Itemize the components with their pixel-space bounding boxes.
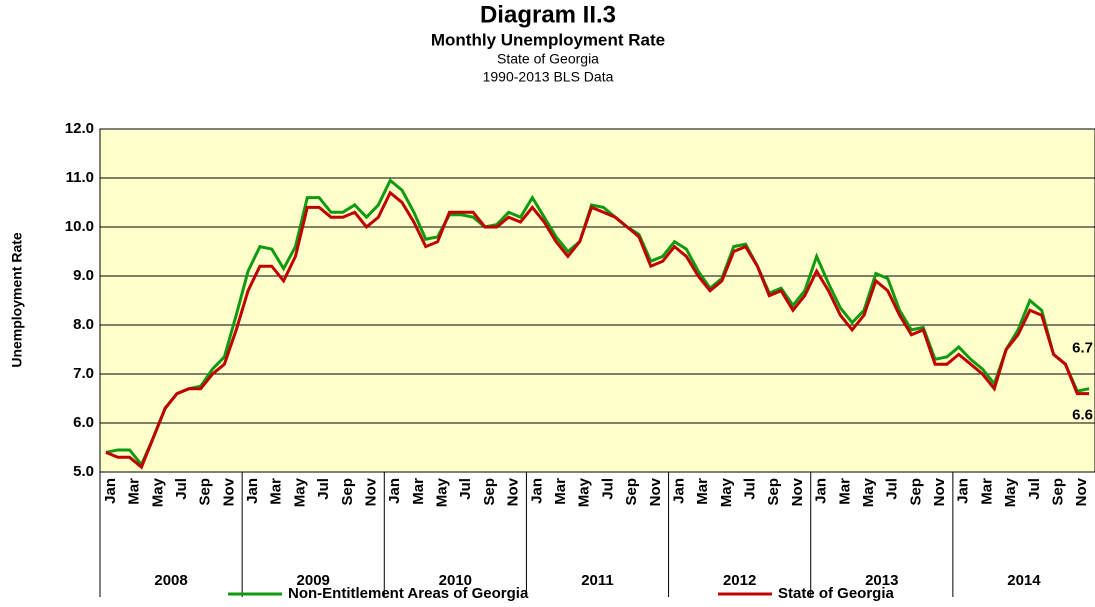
- x-tick-label: Mar: [268, 478, 285, 505]
- x-tick-label: May: [576, 477, 593, 507]
- x-tick-label: Jul: [884, 478, 901, 500]
- x-tick-label: May: [718, 477, 735, 507]
- x-tick-label: Jul: [173, 478, 190, 500]
- x-tick-label: Jan: [528, 478, 545, 504]
- x-tick-label: Sep: [765, 478, 782, 506]
- data-label: 6.7: [1072, 340, 1093, 357]
- x-tick-label: Nov: [220, 477, 237, 506]
- x-tick-label: Nov: [505, 477, 522, 506]
- x-tick-label: May: [291, 477, 308, 507]
- x-group-label: 2011: [581, 572, 614, 589]
- x-tick-label: Nov: [362, 477, 379, 506]
- y-tick-label: 10.0: [65, 218, 94, 235]
- x-tick-label: Mar: [410, 478, 427, 505]
- x-tick-label: Sep: [1050, 478, 1067, 506]
- x-tick-label: Jan: [102, 478, 119, 504]
- x-tick-label: Jan: [813, 478, 830, 504]
- x-tick-label: Mar: [126, 478, 143, 505]
- y-tick-label: 9.0: [73, 267, 94, 284]
- x-tick-label: Sep: [907, 478, 924, 506]
- x-tick-label: Jul: [599, 478, 616, 500]
- y-tick-label: 7.0: [73, 365, 94, 382]
- chart-subtitle: State of Georgia: [497, 51, 599, 67]
- x-group-label: 2013: [865, 572, 898, 589]
- x-group-label: 2014: [1007, 572, 1041, 589]
- legend-label: Non-Entitlement Areas of Georgia: [288, 585, 529, 602]
- chart-title: Diagram II.3: [480, 1, 616, 28]
- y-tick-label: 5.0: [73, 463, 94, 480]
- data-line: [105, 190, 1090, 470]
- x-tick-label: Mar: [552, 478, 569, 505]
- legend-label: State of Georgia: [778, 585, 895, 602]
- chart-subtitle: Monthly Unemployment Rate: [431, 30, 665, 49]
- x-tick-label: Jul: [742, 478, 759, 500]
- x-tick-label: Nov: [789, 477, 806, 506]
- x-tick-label: May: [860, 477, 877, 507]
- x-group-label: 2009: [297, 572, 330, 589]
- x-tick-label: May: [1002, 477, 1019, 507]
- x-tick-label: Jul: [1026, 478, 1043, 500]
- plot-area: [99, 128, 1095, 473]
- x-tick-label: Jan: [386, 478, 403, 504]
- y-tick-label: 6.0: [73, 414, 94, 431]
- y-tick-label: 11.0: [66, 169, 94, 186]
- x-group-label: 2012: [723, 572, 756, 589]
- x-tick-label: Jul: [457, 478, 474, 500]
- x-tick-label: Nov: [931, 477, 948, 506]
- x-tick-label: Mar: [694, 478, 711, 505]
- x-tick-label: May: [434, 477, 451, 507]
- x-tick-label: May: [149, 477, 166, 507]
- x-tick-label: Jan: [670, 478, 687, 504]
- y-tick-label: 12.0: [65, 120, 94, 137]
- x-tick-label: Nov: [647, 477, 664, 506]
- x-group-label: 2010: [439, 572, 472, 589]
- x-tick-label: Jan: [244, 478, 261, 504]
- x-group-label: 2008: [154, 572, 187, 589]
- x-tick-label: Mar: [836, 478, 853, 505]
- x-tick-label: Sep: [623, 478, 640, 506]
- chart-subtitle: 1990-2013 BLS Data: [483, 69, 614, 85]
- x-tick-label: Sep: [481, 478, 498, 506]
- y-tick-label: 8.0: [73, 316, 94, 333]
- x-tick-label: Jul: [315, 478, 332, 500]
- x-tick-label: Nov: [1073, 477, 1090, 506]
- x-tick-label: Jan: [955, 478, 972, 504]
- data-label: 6.6: [1072, 407, 1093, 424]
- x-tick-label: Mar: [978, 478, 995, 505]
- x-tick-label: Sep: [339, 478, 356, 506]
- y-axis-label: Unemployment Rate: [9, 232, 25, 368]
- x-tick-label: Sep: [197, 478, 214, 506]
